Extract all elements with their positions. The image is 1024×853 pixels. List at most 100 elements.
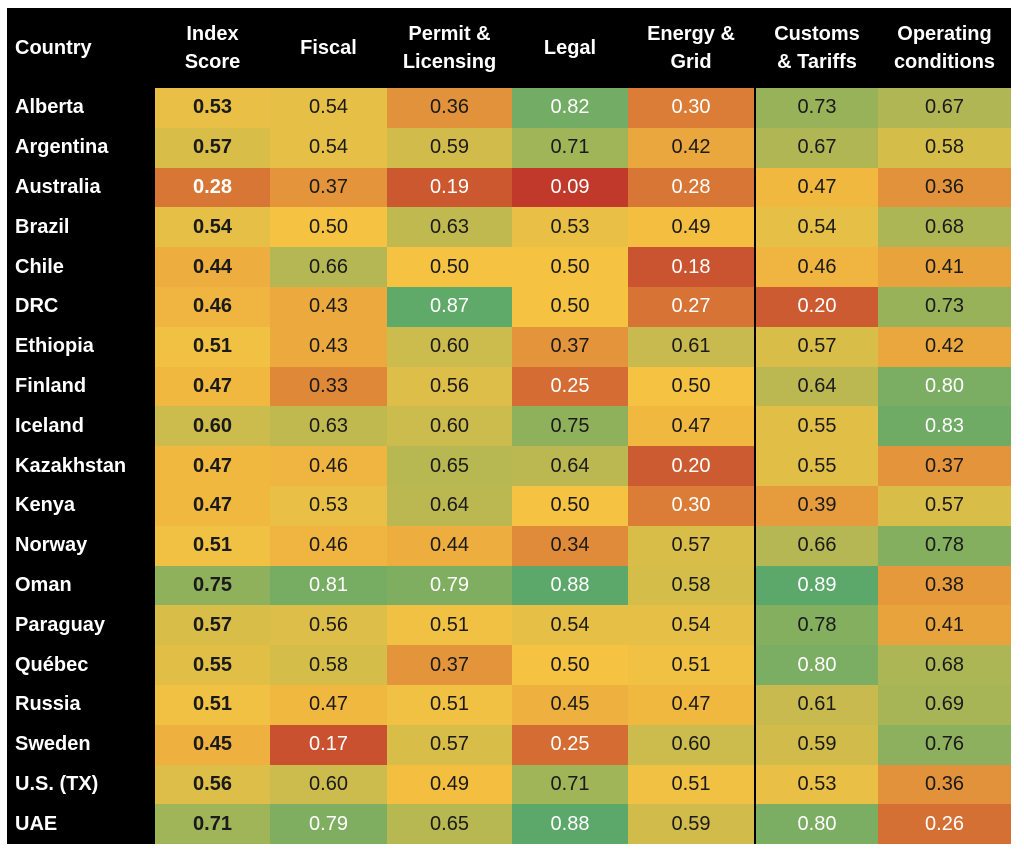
score-cell: 0.58 (270, 645, 387, 685)
score-cell: 0.43 (270, 326, 387, 367)
score-cell: 0.43 (270, 286, 387, 327)
country-label: Argentina (7, 127, 155, 168)
score-cell: 0.83 (878, 406, 1011, 447)
score-cell: 0.30 (628, 485, 755, 526)
table-row: Ethiopia 0.51 0.43 0.60 0.37 0.61 0.57 0.42 (7, 326, 1011, 367)
score-cell: 0.75 (512, 406, 628, 447)
country-label: Kenya (7, 485, 155, 526)
country-label: Paraguay (7, 605, 155, 646)
table-row: Québec 0.55 0.58 0.37 0.50 0.51 0.80 0.68 (7, 645, 1011, 685)
score-cell: 0.54 (628, 605, 755, 646)
country-label: Ethiopia (7, 326, 155, 367)
score-cell: 0.65 (387, 804, 512, 845)
table-row: Kazakhstan 0.47 0.46 0.65 0.64 0.20 0.55 0.37 (7, 446, 1011, 486)
score-cell: 0.57 (387, 724, 512, 765)
score-cell: 0.51 (628, 645, 755, 685)
table-row: U.S. (TX) 0.56 0.60 0.49 0.71 0.51 0.53 0.36 (7, 764, 1011, 805)
score-cell: 0.37 (387, 645, 512, 685)
table-row: Argentina 0.57 0.54 0.59 0.71 0.42 0.67 0.58 (7, 127, 1011, 168)
score-cell: 0.51 (387, 605, 512, 646)
score-cell: 0.54 (754, 207, 878, 248)
country-label: Brazil (7, 207, 155, 248)
column-header-text: Index (186, 23, 239, 45)
score-cell: 0.80 (878, 366, 1011, 407)
score-cell: 0.46 (270, 525, 387, 566)
index-score-cell: 0.45 (155, 724, 270, 765)
score-cell: 0.44 (387, 525, 512, 566)
score-cell: 0.89 (754, 565, 878, 606)
country-label: Iceland (7, 406, 155, 447)
score-cell: 0.46 (270, 446, 387, 486)
table-row: Chile 0.44 0.66 0.50 0.50 0.18 0.46 0.41 (7, 247, 1011, 287)
score-cell: 0.73 (754, 88, 878, 128)
column-header: Energy & Grid (628, 8, 755, 88)
score-cell: 0.46 (754, 247, 878, 287)
score-cell: 0.80 (754, 804, 878, 845)
score-cell: 0.60 (387, 406, 512, 447)
country-label: Kazakhstan (7, 446, 155, 486)
score-cell: 0.36 (878, 167, 1011, 208)
country-label: UAE (7, 804, 155, 845)
score-cell: 0.38 (878, 565, 1011, 606)
score-cell: 0.63 (387, 207, 512, 248)
table-row: DRC 0.46 0.43 0.87 0.50 0.27 0.20 0.73 (7, 286, 1011, 327)
score-cell: 0.68 (878, 645, 1011, 685)
column-header-text: conditions (893, 51, 996, 73)
country-label: Norway (7, 525, 155, 566)
score-cell: 0.59 (387, 127, 512, 168)
column-header: Operating conditions (878, 8, 1011, 88)
score-cell: 0.67 (754, 127, 878, 168)
score-cell: 0.17 (270, 724, 387, 765)
score-cell: 0.25 (512, 724, 628, 765)
column-header: Permit & Licensing (387, 8, 512, 88)
table-row: Alberta 0.53 0.54 0.36 0.82 0.30 0.73 0.67 (7, 88, 1011, 128)
heatmap-table-container: Country Index Score Fiscal Permit & Licensing… (7, 8, 1011, 845)
score-cell: 0.78 (754, 605, 878, 646)
table-body: Alberta 0.53 0.54 0.36 0.82 0.30 0.73 0.67 Argen… (7, 88, 1011, 845)
score-cell: 0.42 (878, 326, 1011, 367)
column-header-text: Score (184, 51, 241, 73)
score-cell: 0.53 (270, 485, 387, 526)
column-header-text: Grid (670, 51, 712, 73)
score-cell: 0.76 (878, 724, 1011, 765)
score-cell: 0.57 (628, 525, 755, 566)
country-label: Québec (7, 645, 155, 685)
table-row: Brazil 0.54 0.50 0.63 0.53 0.49 0.54 0.68 (7, 207, 1011, 248)
index-score-cell: 0.28 (155, 167, 270, 208)
score-cell: 0.37 (270, 167, 387, 208)
score-cell: 0.50 (512, 247, 628, 287)
table-row: Kenya 0.47 0.53 0.64 0.50 0.30 0.39 0.57 (7, 485, 1011, 526)
country-label: Australia (7, 167, 155, 208)
score-cell: 0.47 (628, 684, 755, 725)
score-cell: 0.37 (512, 326, 628, 367)
score-cell: 0.81 (270, 565, 387, 606)
column-header-text: Licensing (402, 51, 497, 73)
score-cell: 0.50 (628, 366, 755, 407)
score-cell: 0.69 (878, 684, 1011, 725)
table-row: Oman 0.75 0.81 0.79 0.88 0.58 0.89 0.38 (7, 565, 1011, 606)
column-header-text: Customs (774, 23, 860, 45)
score-cell: 0.41 (878, 247, 1011, 287)
column-header-text: Legal (543, 37, 597, 59)
country-label: Sweden (7, 724, 155, 765)
score-cell: 0.36 (878, 764, 1011, 805)
score-cell: 0.49 (387, 764, 512, 805)
score-cell: 0.58 (628, 565, 755, 606)
score-cell: 0.54 (270, 127, 387, 168)
score-cell: 0.47 (628, 406, 755, 447)
column-header: Fiscal (270, 8, 387, 88)
score-cell: 0.64 (387, 485, 512, 526)
country-label: Chile (7, 247, 155, 287)
column-header-text: Operating (897, 23, 992, 45)
column-header: Index Score (155, 8, 270, 88)
score-cell: 0.34 (512, 525, 628, 566)
score-cell: 0.49 (628, 207, 755, 248)
score-cell: 0.37 (878, 446, 1011, 486)
score-cell: 0.50 (512, 286, 628, 327)
index-score-cell: 0.71 (155, 804, 270, 845)
index-score-cell: 0.46 (155, 286, 270, 327)
score-cell: 0.71 (512, 127, 628, 168)
score-cell: 0.61 (754, 684, 878, 725)
table-row: Norway 0.51 0.46 0.44 0.34 0.57 0.66 0.78 (7, 525, 1011, 566)
score-cell: 0.64 (754, 366, 878, 407)
